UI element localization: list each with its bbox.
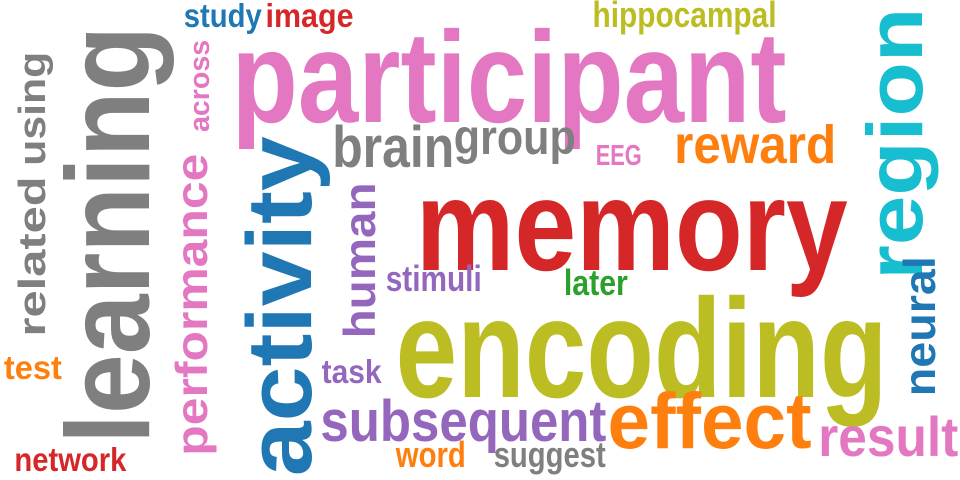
- word-using: using: [11, 51, 54, 166]
- word-study: study: [184, 0, 262, 36]
- word-performance: performance: [166, 154, 217, 456]
- word-human: human: [334, 182, 385, 338]
- word-EEG: EEG: [595, 140, 642, 173]
- word-neural: neural: [894, 256, 945, 396]
- word-activity: activity: [229, 136, 332, 476]
- word-test: test: [4, 350, 62, 388]
- word-group: group: [453, 110, 576, 166]
- word-across: across: [184, 40, 217, 132]
- word-encoding: encoding: [395, 269, 888, 428]
- word-stimuli: stimuli: [386, 259, 482, 300]
- word-effect: effect: [607, 376, 812, 465]
- word-image: image: [265, 0, 354, 36]
- word-task: task: [322, 354, 382, 392]
- word-subsequent: subsequent: [320, 388, 606, 454]
- word-hippocampal: hippocampal: [591, 0, 776, 36]
- word-result: result: [818, 405, 958, 468]
- word-word: word: [396, 435, 466, 476]
- word-network: network: [14, 442, 126, 480]
- word-region: region: [850, 7, 939, 280]
- word-reward: reward: [673, 115, 836, 176]
- word-suggest: suggest: [494, 435, 606, 476]
- word-learning: learning: [42, 25, 175, 444]
- word-brain: brain: [332, 114, 454, 180]
- word-memory: memory: [415, 152, 848, 299]
- word-participant: participant: [232, 4, 787, 151]
- word-related: related: [11, 176, 54, 336]
- word-later: later: [564, 263, 628, 304]
